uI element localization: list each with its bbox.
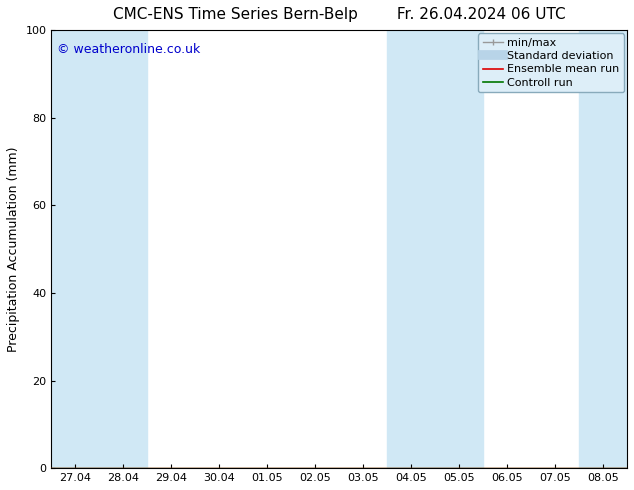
Title: CMC-ENS Time Series Bern-Belp        Fr. 26.04.2024 06 UTC: CMC-ENS Time Series Bern-Belp Fr. 26.04.… [113,7,566,22]
Bar [51,30,147,468]
Bar [387,30,483,468]
Legend: min/max, Standard deviation, Ensemble mean run, Controll run: min/max, Standard deviation, Ensemble me… [478,33,624,92]
Text: © weatheronline.co.uk: © weatheronline.co.uk [57,43,200,56]
Y-axis label: Precipitation Accumulation (mm): Precipitation Accumulation (mm) [7,147,20,352]
Bar [579,30,627,468]
